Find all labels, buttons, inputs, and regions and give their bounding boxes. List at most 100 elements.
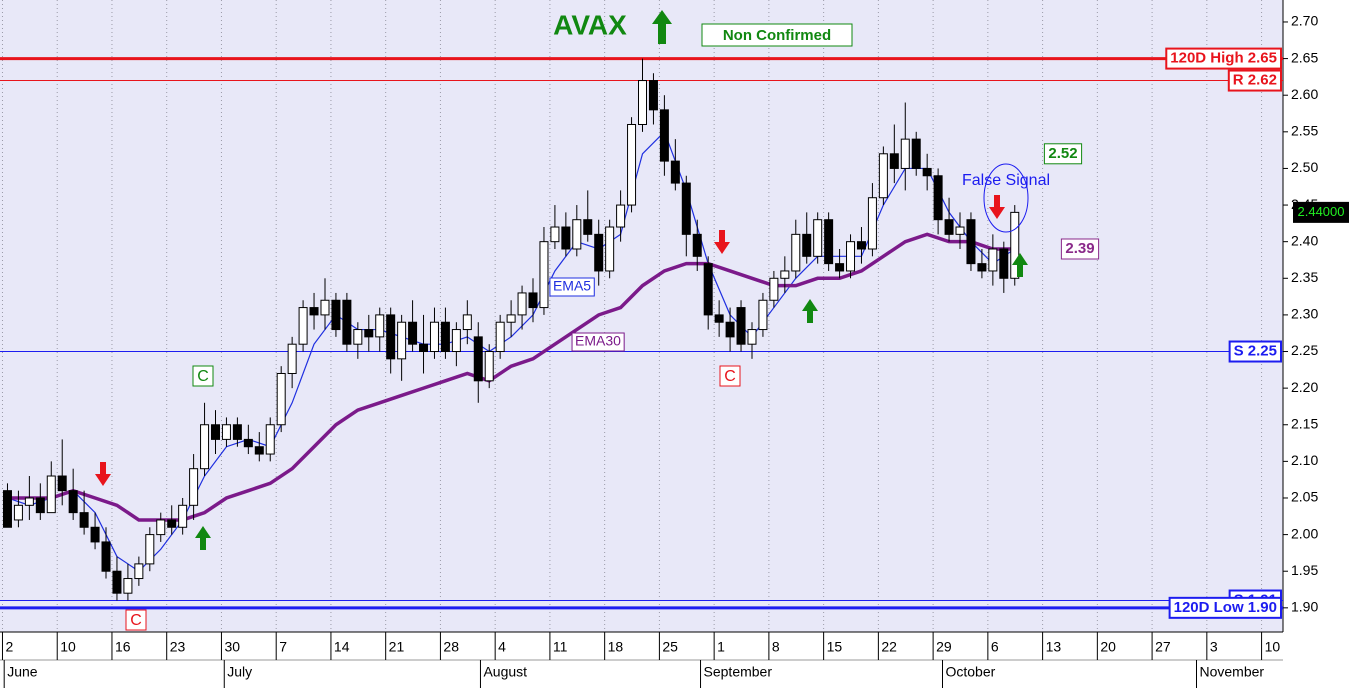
candle-body (856, 241, 866, 250)
x-tick-label: 23 (170, 639, 186, 655)
candle-body (572, 219, 582, 250)
signal-ellipse (983, 163, 1029, 233)
candle-body (178, 504, 188, 528)
candle-body (703, 263, 713, 316)
price-label-box (1293, 201, 1349, 223)
candle-body (999, 248, 1009, 279)
candle-body (780, 270, 790, 279)
x-tick-label: 28 (443, 639, 459, 655)
candle-body (364, 329, 374, 338)
candle-body (714, 314, 724, 323)
month-label: July (227, 664, 252, 680)
x-tick-label: 27 (1155, 639, 1171, 655)
candle-body (211, 424, 220, 440)
candle-body (911, 138, 921, 169)
candle-body (835, 263, 845, 272)
level-label-box (1228, 340, 1282, 363)
candle-body (878, 153, 888, 199)
y-tick-label: 2.00 (1291, 525, 1318, 541)
candle-body (1010, 211, 1020, 279)
candle-body (506, 314, 516, 323)
price-label: 2.39 (1065, 240, 1094, 257)
candle-body (451, 329, 461, 353)
x-tick-label: 15 (827, 639, 843, 655)
candle-body (550, 226, 560, 243)
x-tick-label: 14 (334, 639, 350, 655)
x-tick-label: 21 (389, 639, 405, 655)
y-tick-label: 2.55 (1291, 123, 1318, 139)
candle-body (309, 307, 319, 316)
candle-body (517, 292, 527, 316)
y-tick-label: 2.30 (1291, 306, 1318, 322)
series-label-box (571, 332, 625, 352)
price-label: 2.52 (1048, 145, 1077, 162)
level-label-box (1165, 47, 1282, 70)
y-tick-label: 2.05 (1291, 489, 1318, 505)
candle-body (145, 534, 155, 565)
x-tick-label: 13 (1046, 639, 1062, 655)
candle-body (342, 299, 352, 345)
candle-body (375, 314, 385, 338)
x-tick-label: 10 (60, 639, 76, 655)
candle-body (320, 299, 330, 316)
candle-body (462, 314, 472, 331)
x-tick-label: 18 (608, 639, 624, 655)
x-tick-label: 22 (881, 639, 897, 655)
candle-body (156, 519, 166, 536)
level-label-box (1227, 69, 1282, 92)
y-tick-label: 1.95 (1291, 562, 1318, 578)
c-box (125, 609, 147, 631)
candle-body (692, 233, 702, 257)
candle-body (200, 424, 210, 470)
candle-body (977, 263, 987, 272)
y-tick-label: 2.20 (1291, 379, 1318, 395)
sell-arrow (989, 195, 1005, 219)
sell-arrow (714, 230, 730, 254)
candle-body (221, 424, 231, 440)
title-arrow (652, 10, 672, 44)
y-tick-label: 2.50 (1291, 159, 1318, 175)
candle-body (747, 329, 757, 345)
y-tick-label: 2.65 (1291, 49, 1318, 65)
candle-body (90, 526, 100, 543)
candle-body (419, 343, 429, 353)
candle-body (900, 138, 910, 169)
candle-body (638, 80, 647, 125)
level-label: 120D Low 1.90 (1174, 599, 1277, 616)
candle-body (605, 226, 615, 272)
level-label: S 2.25 (1234, 342, 1277, 359)
candle-body (670, 160, 680, 184)
x-tick-label: 10 (1265, 639, 1281, 655)
y-tick-label: 2.70 (1291, 13, 1318, 29)
c-mark: C (197, 368, 209, 385)
candle-body (802, 233, 812, 257)
x-tick-label: 7 (279, 639, 287, 655)
series-label-box (549, 277, 595, 297)
month-label: August (483, 664, 527, 680)
candle-body (265, 424, 275, 455)
candle-body (933, 175, 943, 221)
x-tick-label: 25 (662, 639, 678, 655)
sell-arrow (95, 462, 111, 486)
candle-body (408, 321, 418, 345)
candle-body (824, 219, 834, 265)
month-label: November (1200, 664, 1265, 680)
buy-arrow (195, 526, 211, 550)
x-tick-label: 6 (991, 639, 999, 655)
y-tick-label: 1.90 (1291, 599, 1318, 615)
candle-body (429, 321, 439, 353)
candle-body (353, 329, 363, 345)
candle-body (846, 241, 856, 272)
candle-body (681, 182, 691, 235)
x-tick-label: 16 (115, 639, 131, 655)
candle-body (287, 343, 297, 374)
y-tick-label: 2.60 (1291, 86, 1318, 102)
candle-body (35, 497, 45, 514)
y-tick-label: 2.10 (1291, 452, 1318, 468)
candle-body (57, 475, 67, 492)
sell-arrows (95, 195, 1005, 486)
c-mark: C (724, 368, 736, 385)
month-label: June (7, 664, 38, 680)
candle-body (867, 197, 877, 250)
